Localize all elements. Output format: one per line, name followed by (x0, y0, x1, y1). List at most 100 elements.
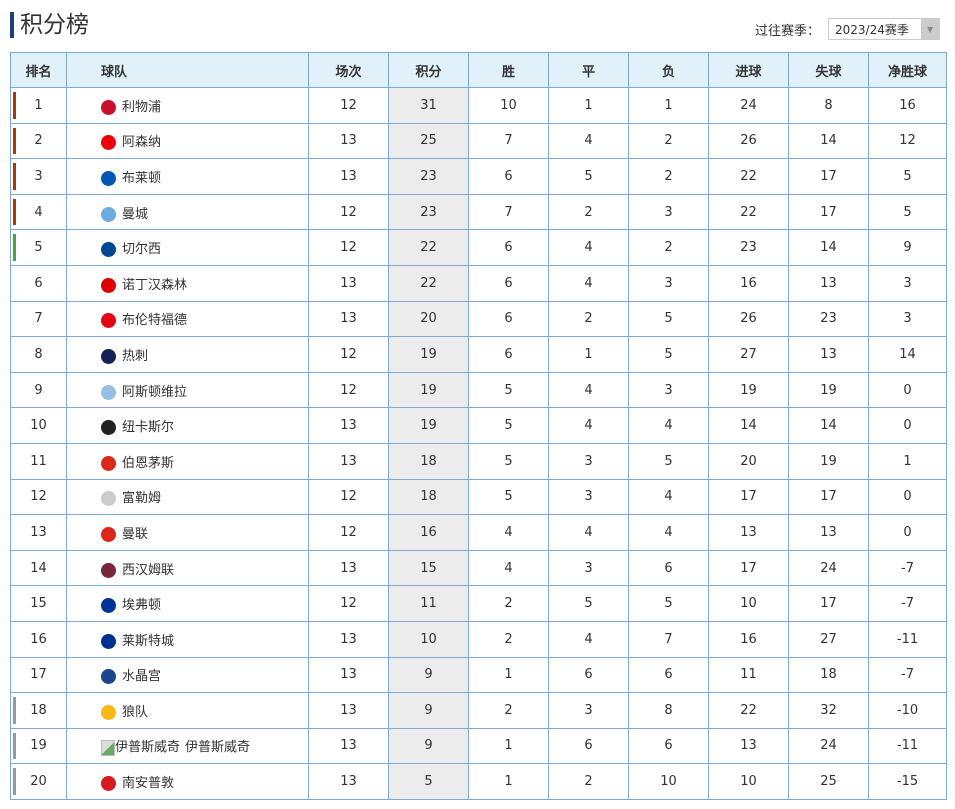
d-cell: 4 (548, 407, 629, 444)
team-crest-icon (101, 313, 116, 329)
points-cell: 10 (388, 620, 469, 658)
gd-cell: 5 (868, 193, 947, 231)
ga-cell: 13 (788, 514, 869, 551)
played-cell: 12 (308, 478, 389, 516)
team-cell: 伊普斯威奇 伊普斯威奇 (66, 727, 309, 765)
w-cell: 5 (468, 371, 549, 409)
team-name[interactable]: 阿斯顿维拉 (122, 384, 188, 400)
team-cell: 切尔西 (66, 229, 309, 266)
d-cell: 5 (548, 158, 629, 195)
points-cell: 16 (388, 514, 469, 551)
w-cell: 2 (468, 585, 549, 622)
table-row: 5 切尔西 12 22 6 4 2 23 14 9 (10, 229, 947, 266)
ga-cell: 25 (788, 763, 869, 800)
zone-marker (13, 127, 16, 155)
team-cell: 南安普敦 (66, 763, 309, 800)
team-name[interactable]: 南安普敦 (122, 776, 175, 792)
gf-cell: 16 (708, 620, 789, 658)
gd-cell: -10 (868, 692, 947, 729)
team-name[interactable]: 水晶宫 (122, 669, 162, 685)
rank-cell: 6 (10, 264, 67, 302)
ga-cell: 24 (788, 549, 869, 587)
broken-image-icon (101, 739, 115, 756)
table-row: 19 伊普斯威奇 伊普斯威奇 13 9 1 6 6 13 24 -11 (10, 727, 947, 765)
w-cell: 6 (468, 158, 549, 195)
header-draws: 平 (548, 52, 629, 88)
played-cell: 12 (308, 193, 389, 231)
team-crest-icon (101, 776, 116, 792)
l-cell: 3 (628, 193, 709, 231)
gd-cell: 0 (868, 478, 947, 516)
team-name[interactable]: 诺丁汉森林 (122, 277, 188, 293)
d-cell: 3 (548, 478, 629, 516)
rank: 4 (34, 204, 43, 220)
header-rank: 排名 (10, 52, 67, 88)
team-name[interactable]: 埃弗顿 (122, 598, 162, 614)
team-name[interactable]: 狼队 (122, 704, 149, 720)
d-cell: 4 (548, 264, 629, 302)
points-cell: 9 (388, 656, 469, 694)
gd-cell: -7 (868, 549, 947, 587)
played-cell: 12 (308, 229, 389, 266)
gd-cell: -7 (868, 585, 947, 622)
rank: 18 (30, 702, 47, 718)
season-dropdown[interactable]: 2023/24赛季 ▼ (828, 18, 941, 40)
rank: 20 (30, 774, 47, 790)
season-label: 过往赛季： (755, 23, 821, 39)
team-name[interactable]: 西汉姆联 (122, 562, 175, 578)
team-name[interactable]: 布伦特福德 (122, 313, 188, 329)
team-name[interactable]: 切尔西 (122, 242, 162, 258)
rank-cell: 7 (10, 300, 67, 338)
w-cell: 6 (468, 300, 549, 338)
rank: 3 (34, 168, 43, 184)
chevron-down-icon[interactable]: ▼ (921, 19, 940, 39)
d-cell: 5 (548, 585, 629, 622)
l-cell: 6 (628, 656, 709, 694)
header-points: 积分 (388, 52, 469, 88)
team-crest-icon (101, 526, 116, 542)
d-cell: 4 (548, 122, 629, 160)
team-crest-icon (101, 562, 116, 578)
played-cell: 12 (308, 585, 389, 622)
season-selected: 2023/24赛季 (835, 22, 909, 37)
points-cell: 19 (388, 371, 469, 409)
table-row: 3 布莱顿 13 23 6 5 2 22 17 5 (10, 158, 947, 195)
team-name[interactable]: 布莱顿 (122, 170, 162, 186)
season-selector: 过往赛季： 2023/24赛季 ▼ (755, 18, 941, 40)
team-cell: 曼联 (66, 514, 309, 551)
table-row: 12 富勒姆 12 18 5 3 4 17 17 0 (10, 478, 947, 516)
team-name[interactable]: 曼联 (122, 526, 149, 542)
header-goals-for: 进球 (708, 52, 789, 88)
played-cell: 13 (308, 727, 389, 765)
d-cell: 2 (548, 300, 629, 338)
team-name[interactable]: 伯恩茅斯 (122, 455, 175, 471)
team-name[interactable]: 富勒姆 (122, 491, 162, 507)
rank: 5 (34, 240, 43, 256)
gf-cell: 26 (708, 122, 789, 160)
team-cell: 热刺 (66, 336, 309, 373)
team-name[interactable]: 莱斯特城 (122, 633, 175, 649)
played-cell: 13 (308, 300, 389, 338)
d-cell: 3 (548, 549, 629, 587)
team-name[interactable]: 利物浦 (122, 99, 162, 115)
team-name[interactable]: 伊普斯威奇 (185, 740, 251, 756)
team-name[interactable]: 阿森纳 (122, 135, 162, 151)
team-name[interactable]: 纽卡斯尔 (122, 420, 175, 436)
rank-cell: 10 (10, 407, 67, 444)
gd-cell: 1 (868, 442, 947, 480)
team-crest-icon (101, 384, 116, 400)
ga-cell: 14 (788, 229, 869, 266)
w-cell: 1 (468, 727, 549, 765)
gf-cell: 13 (708, 514, 789, 551)
played-cell: 13 (308, 620, 389, 658)
points-cell: 5 (388, 763, 469, 800)
team-cell: 纽卡斯尔 (66, 407, 309, 444)
d-cell: 4 (548, 371, 629, 409)
ga-cell: 32 (788, 692, 869, 729)
team-name[interactable]: 热刺 (122, 348, 149, 364)
rank-cell: 8 (10, 336, 67, 373)
w-cell: 4 (468, 514, 549, 551)
team-name[interactable]: 曼城 (122, 206, 149, 222)
ga-cell: 8 (788, 87, 869, 124)
team-crest-icon (101, 206, 116, 222)
